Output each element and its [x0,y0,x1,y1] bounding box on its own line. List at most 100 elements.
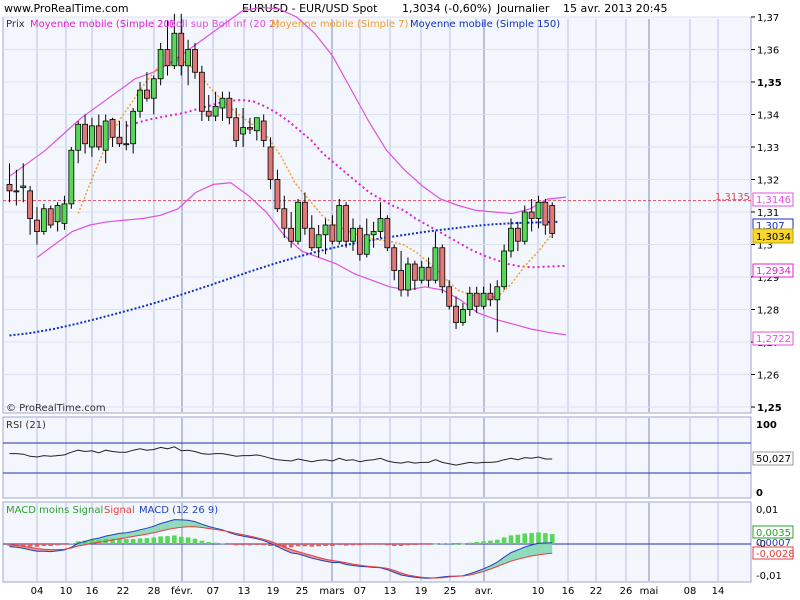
macd-fill-segment [126,531,134,538]
macd-fill-segment [119,532,127,539]
rsi-title: RSI (21) [6,420,46,431]
price-panel[interactable] [2,16,752,414]
macd-signal-tag [752,546,794,560]
price-tick-label: 1,35 [757,78,782,89]
candle-up [501,250,508,288]
macd-bar-negative [34,544,40,547]
candle-up [253,117,260,132]
x-axis-label: 28 [148,586,161,597]
x-axis-label: 16 [562,586,575,597]
macd-bar-negative [268,544,273,546]
timestamp: 15 avr. 2013 20:45 [563,2,668,15]
symbol-title: EURUSD - EUR/USD Spot [242,2,378,15]
macd-tick-bottom: -0,01 [756,571,782,582]
macd-bar-negative [357,544,363,546]
macd-bar-negative [385,544,390,546]
boll-sup-tag [752,192,794,207]
candle-down [6,183,13,192]
macd-bar-positive [199,540,205,544]
candle-up [75,123,82,151]
macd-bar-positive [144,538,150,544]
macd-title-signal: Signal [104,505,135,516]
rsi-value-tag [752,451,794,466]
candle-up [123,143,130,146]
macd-bar-positive [89,540,95,544]
candle-up [89,125,95,148]
x-axis-label: 26 [620,586,633,597]
macd-bar-negative [261,544,266,546]
macd-bar-negative [378,544,383,545]
macd-fill-segment [174,519,182,529]
macd-fill-segment [490,562,498,570]
macd-bar-negative [288,544,294,548]
legend-ma20: Moyenne mobile (Simple 20) [30,19,174,30]
candle-up [295,201,301,242]
macd-bar-positive [488,540,493,544]
rsi-panel[interactable] [2,416,752,499]
legend-prix: Prix [6,19,25,30]
candle-down [192,49,198,73]
candle-up [508,227,514,252]
price-tick-label: 1,37 [757,13,779,24]
candle-down [473,292,480,307]
macd-bar-negative [405,544,411,546]
x-axis-label: 19 [415,586,428,597]
macd-bar-negative [426,544,431,545]
macd-bar-positive [137,538,143,544]
candle-up [460,309,466,323]
candle-down [302,201,308,229]
site-name[interactable]: www.ProRealTime.com [4,2,129,15]
macd-title-hist: MACD moins Signal [6,505,103,516]
boll-sup-label: 1,3146 [756,195,791,206]
macd-bar-positive [206,542,212,544]
price-tick-label: 1,33 [757,143,779,154]
candle-down [164,49,171,67]
candle-down [205,110,212,117]
macd-bar-positive [529,533,534,544]
ma7-line [77,58,553,299]
x-axis-labels: 04 10 16 22 28 févr. 07 13 19 25 mars 07 13 19 25 avr. 1… [31,585,725,597]
candle-down [549,205,556,234]
macd-fill-segment [483,565,491,572]
macd-bar-negative [371,544,376,545]
price-tick-label: 1,26 [757,371,779,382]
macd-bar-negative [55,544,60,546]
macd-bar-positive [508,535,514,544]
ma150-line [9,220,560,337]
candles-group[interactable] [6,13,556,333]
macd-fill-segment [167,519,175,530]
macd-bar-negative [282,544,287,547]
macd-histogram [7,532,555,548]
x-axis-label: 08 [684,586,697,597]
macd-bar-positive [220,543,225,545]
candle-down [288,227,295,242]
macd-axis-panel [752,502,798,582]
macd-bar-positive [213,542,218,544]
macd-bar-positive [158,536,163,544]
ma20-tag [752,263,794,278]
candle-up [13,190,20,193]
candle-up [494,286,501,301]
macd-bar-negative [295,544,301,547]
horizontal-gridlines [3,16,751,408]
candle-down [425,266,432,281]
candle-down [267,146,274,180]
macd-fill-segment [545,542,553,554]
macd-bar-positive [75,541,81,544]
macd-bar-negative [330,544,335,546]
candle-down [439,247,446,288]
candle-down [384,218,391,249]
last-price: 1,3034 (-0,60%) [402,2,492,15]
candle-up [480,292,487,307]
candle-up [137,89,143,112]
macd-bar-negative [412,544,418,545]
macd-bar-negative [233,544,239,546]
x-axis-label: mars [319,586,344,597]
macd-tick-top: 0,01 [756,505,778,516]
candle-up [54,205,61,223]
macd-fill-segment [284,547,292,553]
chart-header: www.ProRealTime.com EURUSD - EUR/USD Spo… [0,0,800,17]
macd-bar-negative [398,544,404,546]
candle-down [116,136,123,145]
